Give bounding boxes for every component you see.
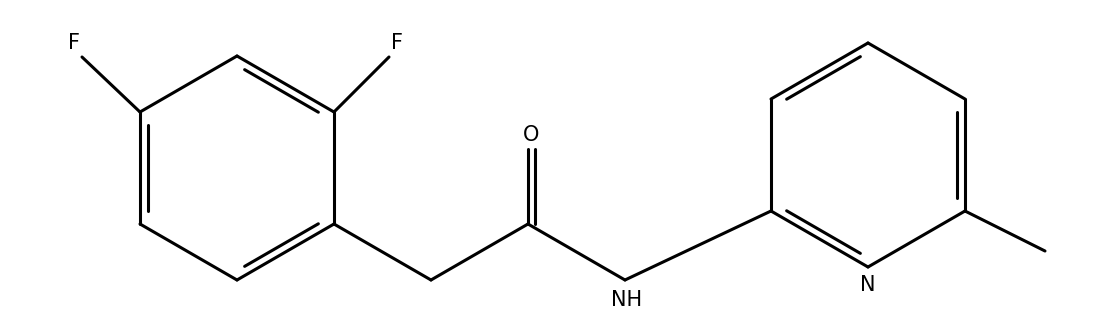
Text: N: N xyxy=(860,275,876,295)
Text: O: O xyxy=(523,125,539,145)
Text: F: F xyxy=(391,33,403,53)
Text: F: F xyxy=(68,33,80,53)
Text: NH: NH xyxy=(611,290,642,310)
